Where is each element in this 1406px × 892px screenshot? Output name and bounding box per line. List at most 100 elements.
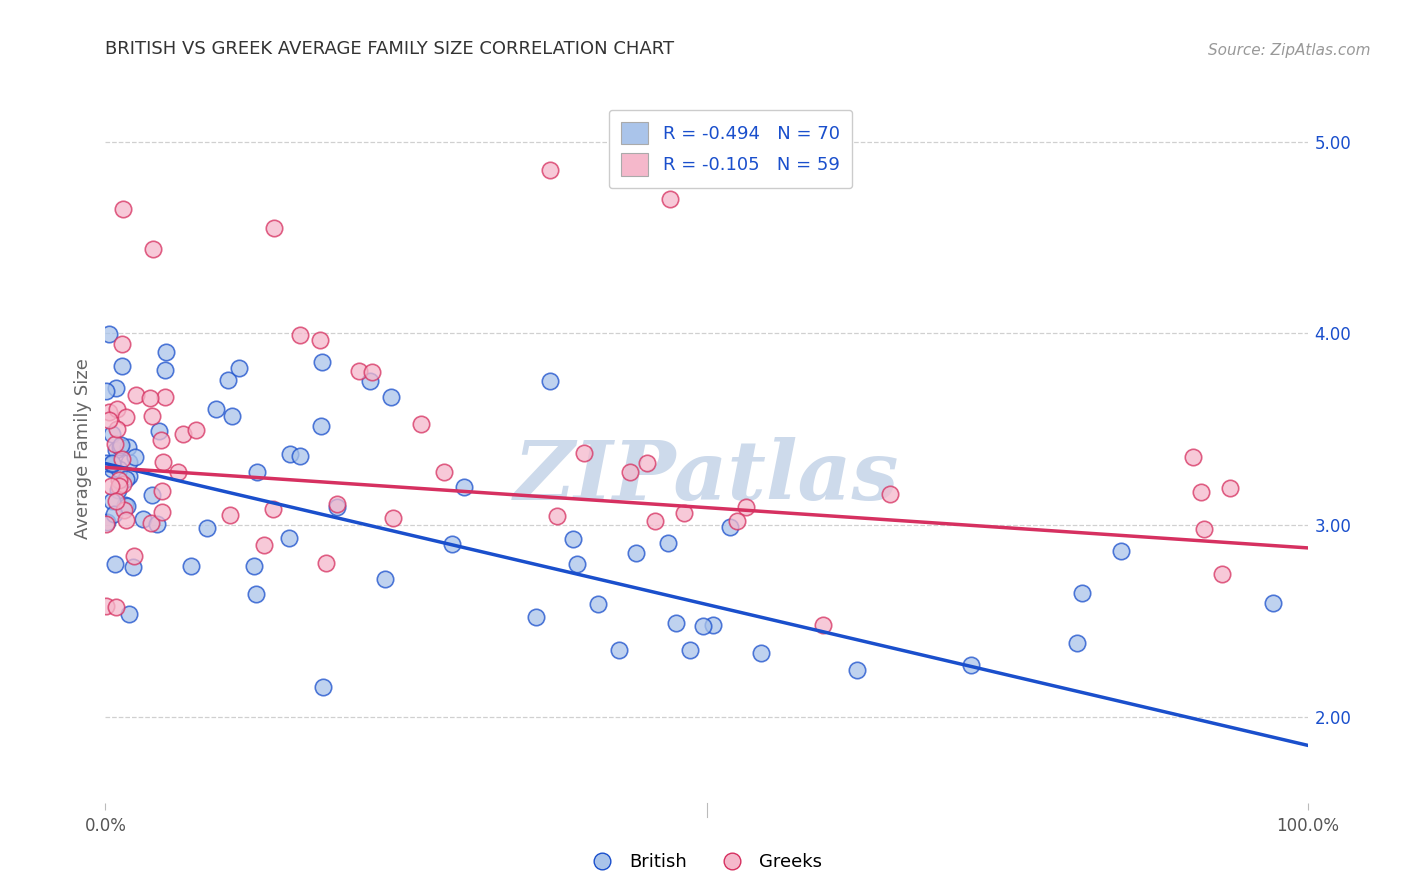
Point <box>441 537 464 551</box>
Point <box>114 409 136 424</box>
Point <box>960 658 983 673</box>
Point <box>124 450 146 464</box>
Point <box>94 456 117 470</box>
Point <box>172 427 194 442</box>
Point <box>619 465 641 479</box>
Point <box>692 619 714 633</box>
Point <box>101 462 124 476</box>
Point <box>546 508 568 523</box>
Point <box>325 497 347 511</box>
Point <box>453 479 475 493</box>
Point <box>141 409 163 424</box>
Point <box>409 417 432 432</box>
Point <box>101 458 124 472</box>
Point <box>253 538 276 552</box>
Point <box>150 484 173 499</box>
Point <box>152 455 174 469</box>
Point <box>278 532 301 546</box>
Point <box>98 326 121 341</box>
Point <box>538 374 561 388</box>
Point <box>112 202 135 216</box>
Point <box>150 504 173 518</box>
Point <box>150 434 173 448</box>
Point <box>347 364 370 378</box>
Point <box>107 473 129 487</box>
Point <box>103 507 125 521</box>
Point <box>105 443 128 458</box>
Point <box>104 557 127 571</box>
Point <box>146 517 169 532</box>
Point <box>679 642 702 657</box>
Point <box>142 242 165 256</box>
Point <box>361 365 384 379</box>
Point <box>246 465 269 479</box>
Point <box>96 515 118 529</box>
Text: Source: ZipAtlas.com: Source: ZipAtlas.com <box>1208 43 1371 58</box>
Point <box>380 391 402 405</box>
Point <box>122 560 145 574</box>
Point <box>107 478 129 492</box>
Legend: R = -0.494   N = 70, R = -0.105   N = 59: R = -0.494 N = 70, R = -0.105 N = 59 <box>609 110 852 188</box>
Point <box>1189 485 1212 500</box>
Point <box>263 220 285 235</box>
Point <box>112 502 135 516</box>
Point <box>105 402 128 417</box>
Point <box>155 363 177 377</box>
Point <box>125 388 148 402</box>
Point <box>111 359 134 373</box>
Point <box>115 513 138 527</box>
Point <box>118 607 141 621</box>
Point <box>1192 522 1215 536</box>
Point <box>315 556 337 570</box>
Point <box>107 483 129 498</box>
Point <box>524 610 547 624</box>
Point <box>122 549 145 563</box>
Point <box>565 558 588 572</box>
Point <box>381 510 404 524</box>
Point <box>263 501 285 516</box>
Point <box>290 327 312 342</box>
Point <box>118 469 141 483</box>
Point <box>1109 544 1132 558</box>
Point <box>734 500 756 515</box>
Point <box>718 520 741 534</box>
Point <box>846 663 869 677</box>
Point <box>138 391 160 405</box>
Point <box>205 402 228 417</box>
Point <box>672 506 695 520</box>
Point <box>98 405 121 419</box>
Point <box>118 455 141 469</box>
Point <box>117 440 139 454</box>
Point <box>155 345 177 359</box>
Point <box>607 643 630 657</box>
Point <box>221 409 243 423</box>
Point <box>218 508 240 523</box>
Point <box>186 423 208 437</box>
Point <box>311 355 333 369</box>
Point <box>115 499 138 513</box>
Point <box>100 478 122 492</box>
Point <box>312 680 335 694</box>
Point <box>657 536 679 550</box>
Point <box>100 456 122 470</box>
Point <box>1219 481 1241 495</box>
Point <box>1261 596 1284 610</box>
Point <box>278 447 301 461</box>
Point <box>624 546 647 560</box>
Point <box>1071 585 1094 599</box>
Text: ZIPatlas: ZIPatlas <box>513 436 900 516</box>
Point <box>659 192 682 206</box>
Point <box>104 437 127 451</box>
Point <box>155 390 177 404</box>
Point <box>131 512 153 526</box>
Point <box>94 599 117 614</box>
Point <box>586 597 609 611</box>
Point <box>180 559 202 574</box>
Point <box>359 374 381 388</box>
Point <box>110 440 132 454</box>
Point <box>141 488 163 502</box>
Point <box>141 516 163 531</box>
Point <box>749 646 772 660</box>
Point <box>166 465 188 479</box>
Point <box>195 520 218 534</box>
